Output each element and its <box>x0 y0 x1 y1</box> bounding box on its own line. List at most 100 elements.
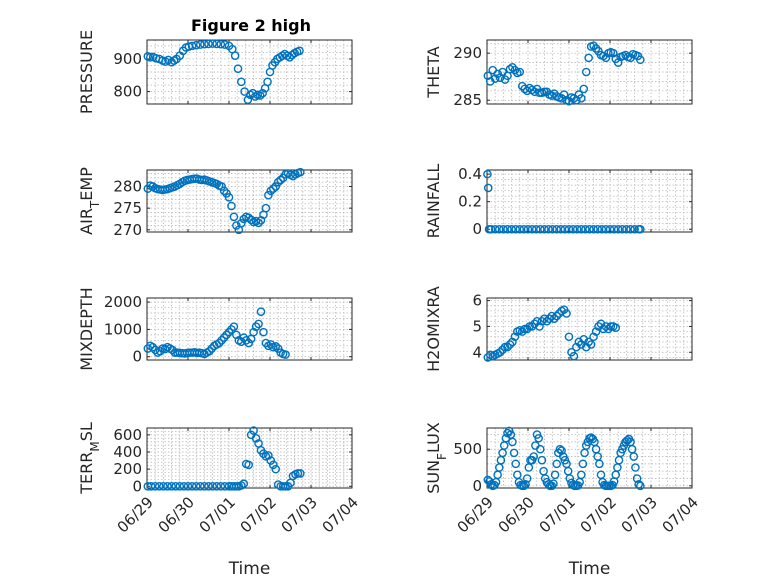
data-point <box>264 190 273 200</box>
x-tick-label: 07/04 <box>659 493 702 536</box>
data-point <box>222 330 231 340</box>
data-point <box>254 218 263 228</box>
data-point <box>217 182 226 191</box>
data-point <box>208 39 217 48</box>
y-tick-label: 5 <box>472 317 482 335</box>
data-point <box>636 481 645 491</box>
data-point <box>486 480 496 489</box>
data-point <box>507 224 516 234</box>
x-tick-label: 07/03 <box>278 493 321 536</box>
data-point <box>175 481 185 491</box>
data-point <box>296 167 305 177</box>
data-point <box>212 39 221 49</box>
data-point <box>572 342 581 352</box>
x-tick-label: 07/01 <box>196 493 239 536</box>
data-point <box>562 309 571 318</box>
data-point <box>613 463 622 472</box>
data-point <box>556 224 566 234</box>
data-point <box>216 39 226 49</box>
axes-box <box>486 427 693 489</box>
axes-box <box>486 297 693 361</box>
axes-box <box>146 39 353 105</box>
data-point <box>503 342 512 352</box>
x-tick-label: 07/01 <box>536 493 579 536</box>
data-point <box>544 224 553 234</box>
data-point <box>618 224 627 234</box>
data-point <box>187 481 197 491</box>
y-axis-label: PRESSURE <box>77 30 96 114</box>
y-tick-label: 0 <box>132 477 142 495</box>
data-point <box>589 332 598 342</box>
data-point <box>522 324 532 334</box>
data-point <box>626 224 635 234</box>
data-point <box>268 460 278 470</box>
data-point <box>622 224 631 234</box>
data-point <box>599 324 608 334</box>
data-point <box>271 342 281 351</box>
data-point <box>227 325 236 334</box>
data-point <box>204 39 213 49</box>
data-point <box>577 94 586 103</box>
data-point <box>527 224 537 234</box>
data-point <box>537 455 547 465</box>
data-point <box>557 446 566 455</box>
data-point <box>233 64 243 74</box>
y-tick-label: 0 <box>472 477 482 495</box>
data-point <box>540 224 549 234</box>
data-point <box>584 337 593 347</box>
data-point <box>537 316 547 326</box>
data-point <box>229 322 239 331</box>
data-point <box>511 224 521 234</box>
data-point <box>232 221 241 230</box>
y-axis-label: THETA <box>424 46 443 98</box>
data-point <box>264 451 273 460</box>
data-point <box>560 224 570 234</box>
y-tick-label: 400 <box>113 443 142 461</box>
data-point <box>597 224 607 234</box>
data-point <box>545 314 554 323</box>
data-point <box>596 470 606 480</box>
data-point <box>531 441 540 450</box>
data-point <box>273 177 283 187</box>
data-point <box>530 319 539 329</box>
data-point <box>500 342 510 352</box>
y-axis-label: TERRMSL <box>77 422 102 495</box>
data-point <box>614 455 624 465</box>
data-point <box>631 463 640 472</box>
data-point <box>529 452 539 461</box>
data-point <box>490 74 500 83</box>
data-point <box>569 351 579 361</box>
data-point <box>217 336 226 345</box>
data-point <box>251 433 261 443</box>
data-point <box>572 224 582 234</box>
data-point <box>524 463 534 472</box>
data-point <box>550 470 560 480</box>
data-point <box>584 53 593 63</box>
panel-theta: 285 290 THETA <box>424 39 693 109</box>
data-point <box>531 224 541 234</box>
data-point <box>579 84 589 94</box>
axes-box <box>486 169 693 233</box>
data-point <box>499 224 508 234</box>
panel-rainfall: 0 0.2 0.4 RAINFALL <box>424 164 693 238</box>
data-point <box>145 53 155 62</box>
data-point <box>525 322 534 331</box>
data-point <box>488 65 498 75</box>
data-point <box>542 316 552 326</box>
data-point <box>159 481 168 491</box>
data-point <box>254 319 263 329</box>
data-point <box>565 474 575 483</box>
data-point <box>609 224 619 234</box>
data-point <box>483 169 492 179</box>
data-point <box>295 46 304 56</box>
data-point <box>630 224 639 234</box>
data-point <box>163 481 172 491</box>
data-point <box>191 481 201 491</box>
data-point <box>266 340 276 349</box>
data-point <box>611 323 621 333</box>
data-point <box>266 456 276 465</box>
data-point <box>548 224 557 234</box>
